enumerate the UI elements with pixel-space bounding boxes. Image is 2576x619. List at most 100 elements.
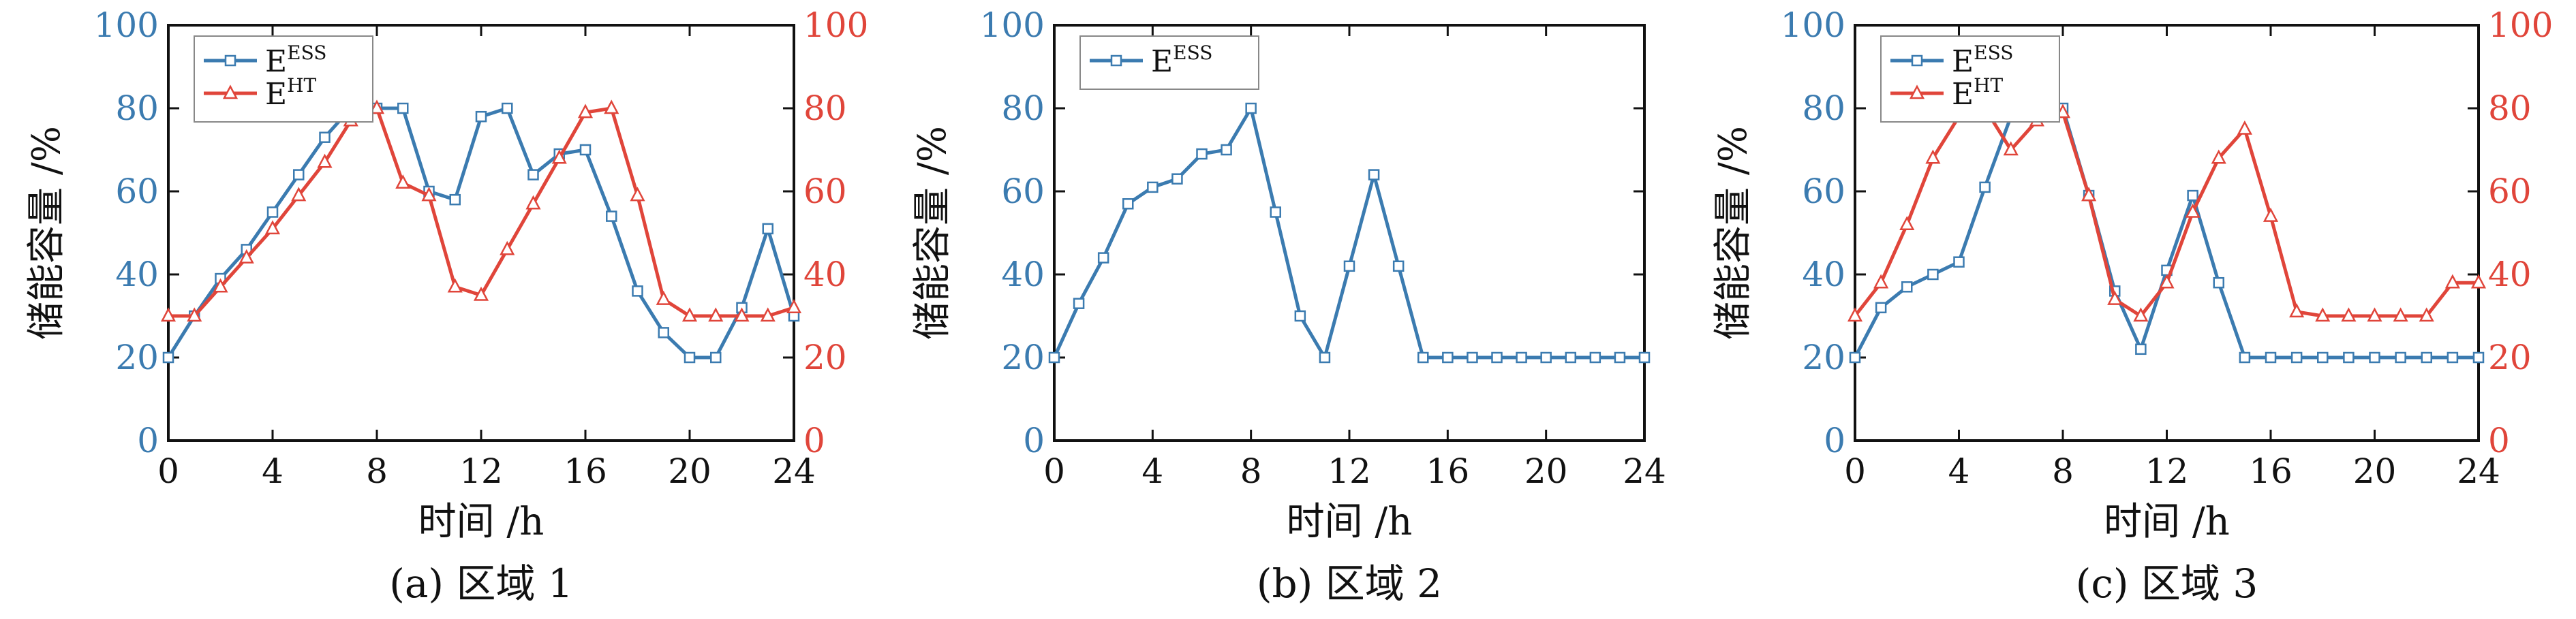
data-point-ht: [2211, 149, 2226, 164]
data-point-ess: [1270, 206, 1281, 218]
data-point-ess: [1589, 351, 1601, 364]
x-axis-label: 时间 /h: [2104, 500, 2230, 544]
legend-label-sup: ESS: [287, 42, 326, 64]
data-point-ht: [1925, 149, 1941, 164]
data-point-ht: [630, 187, 645, 202]
legend-marker-ht: [1909, 84, 1925, 99]
y-tick-label-left: 40: [1001, 255, 1045, 294]
y-tick-label-left: 20: [1802, 338, 1845, 377]
y-tick-label-right: 60: [803, 172, 847, 211]
data-point-ess: [2187, 189, 2198, 202]
series-line-ess: [1853, 106, 2479, 360]
data-point-ess: [1122, 198, 1134, 210]
x-tick-label: 4: [1141, 451, 1163, 491]
x-tick-label: 12: [2145, 451, 2189, 491]
data-point-ht: [160, 307, 177, 322]
x-tick-label: 0: [1043, 451, 1065, 491]
x-tick-label: 24: [772, 451, 816, 491]
data-point-ht: [2470, 274, 2487, 289]
data-point-ht: [2393, 307, 2408, 322]
x-tick-label: 20: [668, 451, 711, 491]
series-line-ess: [1052, 106, 1644, 360]
data-point-ess: [1048, 351, 1060, 364]
data-point-ht: [2263, 207, 2279, 222]
data-point-ess: [579, 144, 592, 156]
data-point-ess: [1638, 351, 1651, 364]
data-point-ess: [1147, 181, 1159, 193]
data-point-ess: [762, 223, 773, 235]
y-tick-label-left: 20: [1001, 338, 1045, 377]
panel-caption: (c) 区域 3: [2076, 560, 2258, 607]
panel-b: 0 4 8 12 16 20 24 0 20 40 60 80 100 时间 /h 储能容量 /% (b) 区…: [910, 5, 1666, 607]
y-tick-label-left: 100: [94, 5, 159, 45]
data-point-ess: [1196, 148, 1208, 160]
x-axis-label: 时间 /h: [1287, 500, 1413, 544]
data-point-ess: [606, 210, 617, 222]
data-point-ess: [1245, 102, 1257, 114]
series-line-ht: [168, 106, 795, 318]
legend-label-base: E: [265, 44, 287, 79]
legend-label-base: E: [1952, 77, 1974, 112]
data-point-ht: [369, 99, 385, 114]
data-point-ess: [1368, 169, 1380, 180]
data-point-ess: [1417, 351, 1429, 364]
x-tick-label: 12: [1328, 451, 1371, 491]
data-point-ess: [1565, 351, 1576, 364]
data-point-ess: [658, 327, 669, 338]
legend-label-ess: EESS: [265, 42, 326, 79]
data-point-ess: [502, 102, 513, 114]
data-point-ess: [684, 351, 696, 364]
y-tick-label-left: 80: [1802, 89, 1845, 128]
y-tick-label-right: 100: [2488, 5, 2553, 45]
data-point-ess: [2343, 351, 2355, 364]
legend-box: [1079, 35, 1259, 90]
data-point-ht: [525, 195, 541, 210]
data-point-ht: [681, 307, 698, 322]
x-tick-label: 16: [564, 451, 607, 491]
data-point-ht: [2003, 141, 2019, 156]
y-tick-label-right: 40: [2488, 255, 2532, 294]
data-point-ht: [2341, 307, 2357, 322]
data-point-ess: [2369, 351, 2380, 364]
data-point-ht: [2367, 307, 2382, 322]
x-tick-label: 24: [2457, 451, 2500, 491]
data-point-ht: [447, 278, 463, 293]
panel-caption: (a) 区域 1: [389, 560, 573, 607]
data-point-ess: [266, 206, 279, 218]
data-point-ess: [1927, 268, 1939, 281]
y-tick-label-left: 60: [1001, 172, 1045, 211]
data-point-ess: [1491, 351, 1503, 364]
x-tick-label: 4: [1948, 451, 1970, 491]
x-tick-label: 0: [157, 451, 179, 491]
data-point-ht: [473, 286, 489, 301]
data-point-ht: [421, 187, 437, 202]
data-point-ess: [475, 110, 487, 123]
x-tick-label: 4: [262, 451, 283, 491]
y-tick-label-left: 60: [1802, 172, 1845, 211]
data-point-ht: [577, 104, 594, 118]
data-point-ess: [1901, 281, 1913, 293]
data-point-ess: [2213, 276, 2224, 289]
y-tick-label-left: 0: [137, 421, 159, 460]
data-point-ess: [632, 285, 643, 297]
y-tick-label-left: 80: [1001, 89, 1045, 128]
data-point-ht: [239, 249, 254, 264]
y-tick-label-left: 40: [115, 255, 159, 294]
x-tick-label: 20: [1524, 451, 1568, 491]
data-point-ess: [2265, 351, 2277, 364]
data-point-ht: [187, 307, 202, 322]
panel-caption: (b) 区域 2: [1257, 560, 1442, 607]
y-axis-label: 储能容量 /%: [25, 126, 69, 340]
data-point-ess: [1073, 298, 1085, 309]
legend-label-base: E: [265, 77, 287, 112]
data-point-ht: [291, 187, 307, 202]
data-point-ht: [1873, 274, 1889, 289]
y-tick-label-left: 20: [115, 338, 159, 377]
y-tick-label-left: 0: [1023, 421, 1045, 460]
data-point-ht: [2107, 290, 2123, 305]
data-point-ht: [2315, 307, 2331, 322]
data-point-ht: [395, 174, 411, 189]
y-tick-label-left: 0: [1824, 421, 1845, 460]
